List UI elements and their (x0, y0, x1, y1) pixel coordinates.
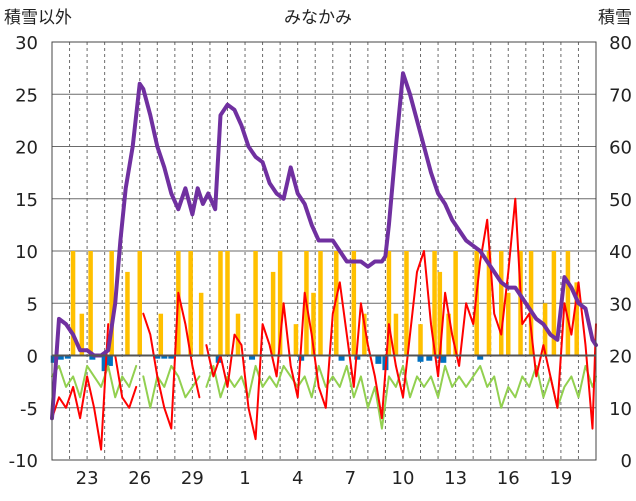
snow-depth-line (50, 71, 598, 421)
x-tick-label: 7 (345, 468, 356, 489)
axes (51, 41, 597, 461)
sunshine-bar (354, 355, 361, 360)
precip-bar (88, 251, 93, 356)
max-temp-line (142, 291, 201, 430)
x-tick-label: 16 (497, 468, 520, 489)
sunshine-bar (161, 355, 168, 359)
x-tick-label: 1 (239, 468, 250, 489)
precip-bar (253, 251, 258, 356)
sunshine-bar (477, 355, 484, 360)
min-temp-line (51, 364, 138, 399)
precip-bar (432, 251, 437, 356)
precip-bar (351, 251, 357, 356)
right-tick-label: 10 (609, 399, 632, 420)
sunshine-bar (338, 355, 345, 361)
precip-bar (158, 313, 164, 356)
precip-bar (528, 251, 534, 356)
right-tick-label: 50 (609, 190, 632, 211)
precip-bar (446, 313, 451, 356)
max-temp-line (51, 323, 110, 451)
precip-bar (437, 271, 443, 356)
precip-bar (318, 251, 323, 356)
x-tick-label: 10 (392, 468, 415, 489)
right-tick-label: 80 (609, 33, 632, 54)
sunshine-bar (440, 355, 447, 363)
sunshine-bar (106, 355, 113, 366)
precip-bar (311, 292, 316, 356)
left-tick-label: 0 (27, 347, 38, 368)
sunshine-bar (64, 355, 71, 359)
min-temp-line (205, 364, 597, 430)
precip-bar (418, 324, 423, 356)
sunshine-bar (417, 355, 424, 362)
right-tick-label: 20 (609, 347, 632, 368)
left-tick-label: -10 (9, 451, 38, 472)
precip-bar (386, 251, 392, 356)
sunshine-bar (249, 355, 256, 360)
sunshine-bar (168, 355, 175, 359)
precip-bar (551, 251, 557, 356)
sunshine-bar (57, 355, 64, 360)
precip-bar (70, 251, 76, 356)
sunshine-bar (101, 355, 108, 372)
precip-bar (109, 251, 114, 356)
sunshine-bar (375, 355, 382, 364)
chart-title: みなかみ (284, 8, 352, 28)
precip-bar (334, 251, 339, 356)
left-tick-label: 5 (27, 294, 38, 315)
precip-bar (277, 251, 283, 356)
precip-bar (404, 251, 409, 356)
precip-bar (218, 251, 223, 356)
precip-bar (453, 251, 458, 356)
plot-frame (51, 41, 597, 461)
left-tick-label: 25 (15, 85, 38, 106)
right-tick-label: 30 (609, 294, 632, 315)
series-lines (50, 71, 598, 451)
min-temp-line (142, 364, 201, 409)
precip-bar (498, 251, 504, 356)
precip-bar (79, 313, 85, 356)
x-tick-label: 23 (76, 468, 99, 489)
x-tick-label: 19 (549, 468, 572, 489)
x-tick-label: 13 (444, 468, 467, 489)
right-tick-label: 0 (621, 451, 632, 472)
left-tick-label: 15 (15, 190, 38, 211)
precip-bar (486, 251, 492, 356)
right-tick-label: 70 (609, 85, 632, 106)
precip-bar (225, 251, 230, 356)
sunshine-bar (50, 355, 57, 363)
max-temp-line (114, 354, 138, 409)
precip-bar (393, 313, 399, 356)
precip-bar (574, 282, 579, 356)
left-tick-label: 20 (15, 138, 38, 159)
left-tick-label: 10 (15, 242, 38, 263)
x-tick-label: 4 (292, 468, 303, 489)
precip-bar (565, 251, 571, 356)
right-axis-label: 積雪 (598, 8, 632, 28)
sunshine-bar (435, 355, 442, 359)
left-tick-label: -5 (20, 399, 38, 420)
sunshine-bar (426, 355, 433, 361)
precip-bar (137, 251, 142, 356)
left-tick-label: 30 (15, 33, 38, 54)
precip-bar (198, 292, 204, 356)
precip-bar (362, 313, 367, 356)
precip-bar (125, 271, 130, 356)
right-tick-label: 60 (609, 138, 632, 159)
left-axis-label: 積雪以外 (4, 8, 72, 28)
sunshine-bar (89, 355, 96, 360)
precip-bar (270, 271, 276, 356)
precip-bar (235, 313, 241, 356)
right-tick-label: 40 (609, 242, 632, 263)
sunshine-bar (154, 355, 161, 359)
precip-bar (293, 324, 299, 356)
precip-bar (474, 251, 479, 356)
precip-bar (506, 292, 511, 356)
x-tick-label: 26 (128, 468, 151, 489)
precip-bar (188, 251, 193, 356)
x-tick-label: 29 (181, 468, 204, 489)
